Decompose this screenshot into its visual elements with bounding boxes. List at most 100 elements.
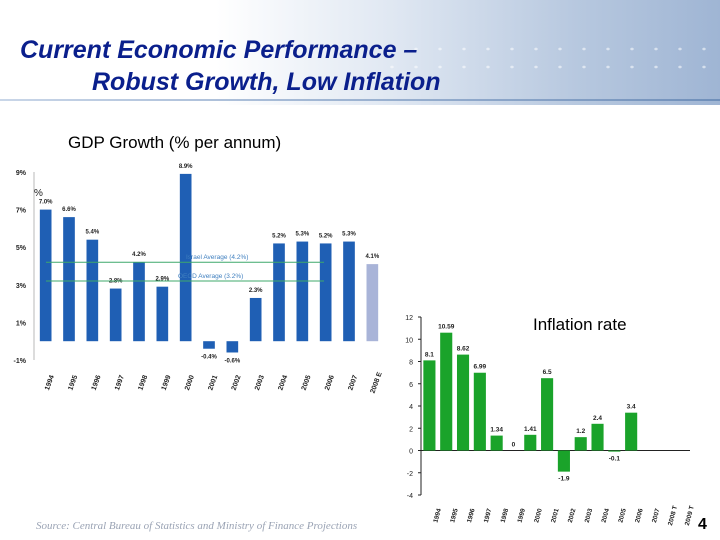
gdp-bar-value-label: 4.2% [132,252,146,258]
gdp-bar-value-label: 5.2% [272,233,286,239]
inflation-bar-value-label: 1.2 [576,428,585,435]
gdp-x-tick-label: 2000 [184,374,196,391]
gdp-x-tick-label: 2004 [277,374,289,391]
inflation-bar-value-label: 1.41 [524,426,537,433]
gdp-bar-value-label: 6.6% [62,207,76,213]
gdp-bar [86,239,99,342]
inflation-y-tick-label: 6 [409,382,413,389]
inflation-bar-value-label: -0.1 [609,456,621,463]
inflation-bar-value-label: 2.4 [593,415,602,422]
gdp-y-axis-label: % [34,188,43,199]
gdp-y-tick-label: 1% [16,320,27,327]
gdp-x-tick-label: 1996 [91,374,103,391]
inflation-x-tick-label: 1994 [432,507,443,523]
inflation-bar [591,423,604,451]
inflation-bar [440,332,453,451]
inflation-x-tick-label: 1996 [466,507,477,523]
inflation-bar [557,450,570,472]
source-note: Source: Central Bureau of Statistics and… [36,520,358,532]
inflation-x-tick-label: 1997 [483,507,494,523]
inflation-x-tick-label: 2008 T [667,505,679,526]
inflation-x-tick-label: 1999 [516,507,527,523]
gdp-bar [39,209,52,342]
inflation-x-tick-label: 1998 [500,507,511,523]
inflation-bar-value-label: 3.4 [627,404,636,411]
gdp-bar [203,341,215,349]
inflation-x-tick-label: 2007 [651,507,662,523]
inflation-bar-value-label: 6.5 [543,369,552,376]
gdp-bar-value-label: 4.1% [365,254,379,260]
gdp-bar-value-label: -0.4% [201,355,217,361]
gdp-x-tick-label: 1995 [67,374,79,391]
gdp-bar [319,243,332,342]
gdp-bar [133,262,145,342]
gdp-bar-value-label: 8.9% [179,164,193,170]
inflation-bar [423,360,436,451]
gdp-bar [179,173,192,342]
inflation-x-tick-label: 1995 [449,507,460,523]
page-number: 4 [698,516,707,533]
inflation-bar [625,412,638,451]
gdp-bar [273,243,285,342]
gdp-chart-title: GDP Growth (% per annum) [68,133,282,152]
gdp-reference-label: Israel Average (4.2%) [186,254,248,261]
inflation-y-tick-label: 0 [409,449,413,456]
inflation-x-tick-label: 2002 [567,507,578,523]
gdp-bar [226,341,239,353]
gdp-bar-value-label: -0.6% [224,358,240,364]
slide-title-line2: Robust Growth, Low Inflation [92,68,441,96]
slide-title-line1: Current Economic Performance – [20,36,418,64]
inflation-bar-value-label: 6.99 [474,364,487,371]
gdp-x-tick-label: 1998 [137,374,149,391]
inflation-bar [574,437,587,451]
inflation-bar [541,378,554,451]
gdp-x-tick-label: 1994 [44,374,56,391]
inflation-y-tick-label: 4 [409,404,413,411]
inflation-y-tick-label: 8 [409,360,413,367]
banner-divider [0,99,720,101]
gdp-bar-value-label: 2.9% [155,277,169,283]
gdp-bar [343,241,355,342]
gdp-bar [296,241,309,342]
gdp-x-tick-label: 2001 [207,374,219,391]
inflation-bar-value-label: -1.9 [558,476,570,483]
gdp-bar-value-label: 7.0% [39,200,53,206]
inflation-x-tick-label: 2000 [533,507,544,523]
gdp-y-tick-label: 9% [16,170,27,177]
inflation-bar-value-label: 10.59 [438,324,455,331]
inflation-chart-title: Inflation rate [533,315,627,334]
gdp-bar [63,217,75,342]
title-banner [0,0,720,105]
inflation-bar [456,354,470,451]
inflation-x-tick-label: 2006 [634,507,645,523]
gdp-bar-value-label: 5.4% [85,230,99,236]
inflation-bar [473,372,486,451]
gdp-x-tick-label: 2005 [301,374,313,391]
gdp-bar-value-label: 5.2% [319,233,333,239]
gdp-x-tick-label: 2007 [347,374,359,391]
inflation-x-tick-label: 2004 [601,507,612,523]
gdp-bar-value-label: 2.3% [249,288,263,294]
inflation-y-tick-label: -4 [407,493,413,500]
gdp-bar-value-label: 5.3% [342,232,356,238]
inflation-x-tick-label: 2001 [550,507,561,523]
gdp-y-tick-label: 7% [16,208,27,215]
inflation-bar [490,435,503,451]
inflation-bar [524,434,537,451]
gdp-x-tick-label: 1999 [161,374,173,391]
gdp-bar [156,286,169,342]
inflation-y-tick-label: -2 [407,471,413,478]
inflation-bar-value-label: 8.62 [457,346,470,353]
inflation-bar-value-label: 0 [512,442,516,449]
inflation-y-tick-label: 12 [405,315,413,322]
inflation-y-tick-label: 10 [405,337,413,344]
gdp-bar-value-label: 5.3% [295,232,309,238]
inflation-bar-value-label: 1.34 [490,427,503,434]
gdp-bar [249,297,262,342]
banner-decoration [380,40,720,80]
gdp-y-tick-label: 5% [16,245,27,252]
gdp-y-tick-label: -1% [14,358,27,365]
gdp-bar [366,264,379,342]
gdp-bar [109,288,122,342]
gdp-x-tick-label: 2006 [324,374,336,391]
